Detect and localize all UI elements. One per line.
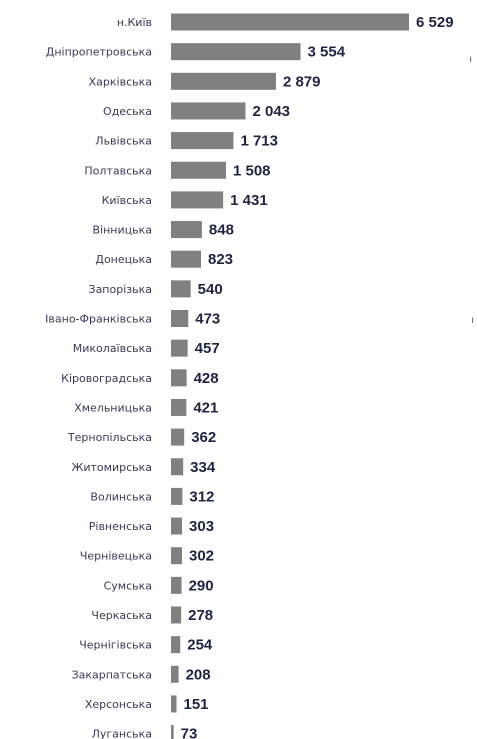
value-label: 73 xyxy=(181,726,198,739)
value-label: 1 713 xyxy=(240,133,278,150)
value-label: 457 xyxy=(195,340,220,357)
category-label: Закарпатська xyxy=(72,668,152,681)
bar xyxy=(171,636,181,654)
bar xyxy=(171,665,179,683)
bar xyxy=(171,576,182,594)
category-label: Луганська xyxy=(92,728,152,739)
category-label: Миколаївська xyxy=(73,342,152,355)
category-label: Донецька xyxy=(95,253,152,266)
labels-layer: н.Київ 6 529 Дніпропетровська 3 554 Харківсь… xyxy=(45,14,453,739)
value-label: 428 xyxy=(194,370,219,387)
value-label: 151 xyxy=(184,696,209,713)
value-label: 473 xyxy=(195,311,220,328)
bar xyxy=(171,43,301,61)
value-label: 334 xyxy=(190,459,216,476)
bar xyxy=(171,250,202,268)
bar xyxy=(171,547,183,565)
category-label: Дніпропетровська xyxy=(46,46,152,59)
value-label: 254 xyxy=(187,637,213,654)
value-label: 208 xyxy=(186,666,211,683)
edge-artifact-glyph: ı xyxy=(471,315,474,326)
value-label: 362 xyxy=(191,429,216,446)
category-label: Чернігівська xyxy=(79,639,152,652)
value-label: 278 xyxy=(188,607,213,624)
value-label: 303 xyxy=(189,518,214,535)
value-label: 312 xyxy=(189,488,214,505)
category-label: Хмельницька xyxy=(74,401,152,414)
category-label: Харківська xyxy=(89,75,152,88)
bar xyxy=(171,72,276,90)
value-label: 848 xyxy=(209,222,234,239)
category-label: Одеська xyxy=(103,105,152,118)
category-label: Полтавська xyxy=(84,164,152,177)
category-label: Чернівецька xyxy=(80,550,152,563)
bar xyxy=(171,487,183,505)
bar xyxy=(171,695,177,713)
category-label: Тернопільська xyxy=(67,431,152,444)
bar xyxy=(171,398,187,416)
bar xyxy=(171,310,189,327)
category-label: н.Київ xyxy=(117,16,152,29)
category-label: Херсонська xyxy=(85,698,152,711)
value-label: 302 xyxy=(189,548,214,565)
category-label: Київська xyxy=(102,194,152,207)
bar xyxy=(171,191,224,209)
bar xyxy=(171,102,246,120)
category-label: Запорізька xyxy=(89,283,152,296)
value-label: 823 xyxy=(208,251,233,268)
bar xyxy=(171,517,183,535)
category-label: Рівненська xyxy=(89,520,152,533)
bar xyxy=(171,280,191,298)
bar xyxy=(171,161,226,179)
bar xyxy=(171,132,234,150)
category-label: Сумська xyxy=(104,579,152,592)
bar xyxy=(171,606,182,624)
value-label: 421 xyxy=(193,399,218,416)
value-label: 1 508 xyxy=(233,162,271,179)
category-label: Кіровоградська xyxy=(61,372,152,385)
bars-layer xyxy=(171,13,409,739)
bar xyxy=(171,13,409,31)
value-label: 290 xyxy=(189,577,214,594)
category-label: Черкаська xyxy=(91,609,152,622)
value-label: 2 043 xyxy=(252,103,290,120)
value-label: 2 879 xyxy=(283,73,321,90)
category-label: Житомирська xyxy=(72,461,152,474)
value-label: 1 431 xyxy=(230,192,268,209)
bar xyxy=(171,428,185,446)
bar xyxy=(171,221,202,239)
bar xyxy=(171,725,174,739)
value-label: 540 xyxy=(198,281,223,298)
bar xyxy=(171,369,187,387)
category-label: Івано-Франківська xyxy=(45,313,152,326)
value-label: 6 529 xyxy=(416,14,454,31)
bar xyxy=(171,458,184,476)
category-label: Волинська xyxy=(90,490,152,503)
category-label: Вінницька xyxy=(93,224,153,237)
value-label: 3 554 xyxy=(308,44,346,61)
bar xyxy=(171,339,188,357)
edge-artifact-glyph: ı xyxy=(469,54,472,65)
category-label: Львівська xyxy=(95,135,152,148)
